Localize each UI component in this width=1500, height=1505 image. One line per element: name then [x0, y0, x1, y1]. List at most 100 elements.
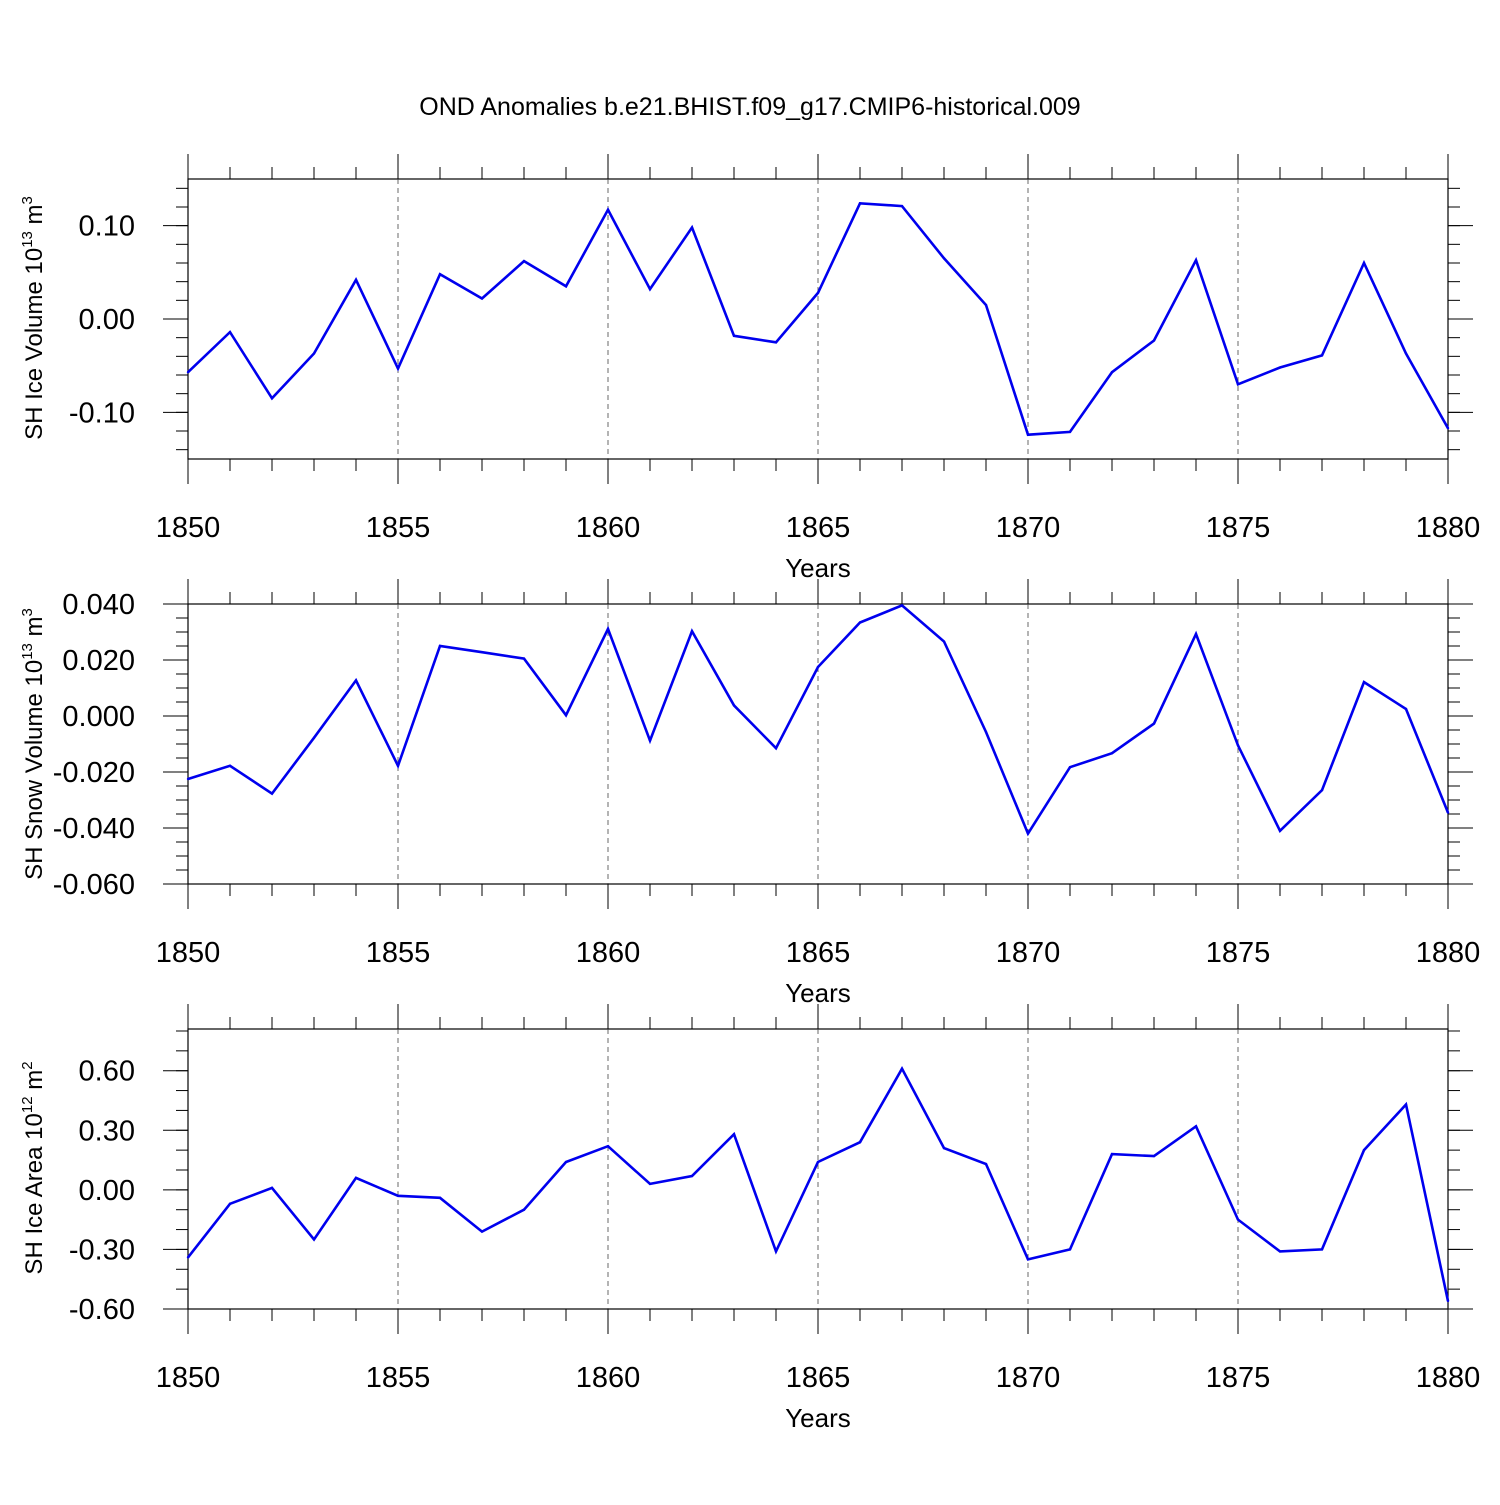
xlabel-ice-area: Years	[785, 1403, 851, 1433]
data-point	[606, 208, 610, 211]
data-point	[1404, 352, 1408, 355]
data-point	[1362, 1148, 1366, 1152]
data-point	[858, 1140, 862, 1144]
data-point	[522, 657, 526, 660]
ylabel-ice-area: SH Ice Area 1012 m2	[19, 1061, 48, 1274]
x-tick-label: 1880	[1416, 1362, 1481, 1394]
panel-snow-volume: SH Snow Volume 1013 m3 Years	[19, 608, 851, 1008]
data-point	[522, 1208, 526, 1211]
x-tick-label: 1860	[576, 512, 641, 544]
data-point	[1194, 632, 1198, 636]
y-tick-label: 0.040	[62, 589, 135, 621]
data-point	[270, 792, 274, 795]
y-tick-label: 0.00	[79, 1175, 135, 1207]
x-tick-label: 1865	[786, 1362, 851, 1394]
y-tick-label: 0.60	[79, 1056, 135, 1088]
y-tick-label: -0.30	[69, 1234, 135, 1266]
data-point	[942, 257, 946, 260]
data-point	[438, 273, 442, 276]
data-point	[984, 730, 988, 734]
data-point	[1320, 354, 1324, 357]
data-point	[1026, 1258, 1030, 1261]
data-point	[942, 640, 946, 643]
x-tick-label: 1850	[156, 1362, 221, 1394]
data-point	[354, 1176, 358, 1180]
x-tick-label: 1865	[786, 937, 851, 969]
data-point	[564, 1160, 568, 1164]
data-point	[354, 679, 358, 682]
series-line-snow-volume	[187, 603, 1450, 837]
data-point	[1236, 1218, 1240, 1221]
data-point	[774, 341, 778, 344]
data-point	[186, 777, 190, 781]
data-point	[270, 397, 274, 400]
data-point	[1278, 366, 1282, 369]
data-point	[942, 1146, 946, 1150]
data-point	[1110, 371, 1114, 374]
data-point	[186, 1256, 190, 1259]
x-tick-label: 1860	[576, 937, 641, 969]
data-point	[1278, 829, 1282, 832]
data-point	[1068, 766, 1072, 769]
x-tick-label: 1875	[1206, 937, 1271, 969]
data-point	[1152, 339, 1156, 342]
data-point	[1110, 752, 1114, 755]
data-point	[648, 287, 652, 291]
data-point	[228, 764, 232, 768]
data-point	[438, 1196, 442, 1199]
data-point	[690, 1174, 694, 1178]
data-point	[1110, 1152, 1114, 1156]
x-tick-label: 1880	[1416, 512, 1481, 544]
x-tick-label: 1875	[1206, 512, 1271, 544]
data-point	[690, 226, 694, 229]
data-point	[564, 713, 568, 717]
data-point	[354, 278, 358, 281]
data-point	[1236, 744, 1240, 747]
data-point	[312, 352, 316, 355]
data-point	[1446, 427, 1450, 430]
data-point	[1404, 707, 1408, 711]
data-point	[1446, 811, 1450, 814]
data-point	[312, 1238, 316, 1241]
xlabel-ice-volume: Years	[785, 553, 851, 583]
plot-snow-volume: -0.060 -0.040 -0.020 0.000 0.020 0.040 1850 185…	[53, 579, 1480, 969]
data-point	[396, 367, 400, 370]
data-point	[228, 330, 232, 334]
data-point	[648, 1182, 652, 1186]
y-tick-label: -0.020	[53, 757, 135, 789]
data-point	[438, 644, 442, 648]
data-point	[1320, 1248, 1324, 1251]
data-point	[816, 291, 820, 295]
x-tick-label: 1850	[156, 512, 221, 544]
data-point	[1152, 722, 1156, 725]
ylabel-snow-volume: SH Snow Volume 1013 m3	[19, 608, 48, 880]
data-point	[1068, 1248, 1072, 1251]
data-point	[606, 1144, 610, 1148]
y-tick-label: -0.10	[69, 397, 135, 429]
data-point	[1026, 433, 1030, 436]
y-tick-label: 0.30	[79, 1115, 135, 1147]
data-point	[1194, 1125, 1198, 1128]
x-tick-label: 1870	[996, 1362, 1061, 1394]
data-point	[270, 1186, 274, 1190]
y-tick-label: 0.000	[62, 701, 135, 733]
data-point	[1152, 1154, 1156, 1158]
data-point	[1278, 1250, 1282, 1253]
data-point	[1236, 383, 1240, 386]
y-tick-label: 0.10	[79, 211, 135, 243]
data-point	[816, 1160, 820, 1164]
chart-title: OND Anomalies b.e21.BHIST.f09_g17.CMIP6-…	[419, 93, 1080, 121]
data-point	[480, 297, 484, 300]
data-point	[1362, 680, 1366, 684]
data-point	[396, 1194, 400, 1198]
data-point	[1320, 789, 1324, 792]
x-tick-label: 1855	[366, 937, 431, 969]
y-tick-label: -0.60	[69, 1294, 135, 1326]
data-point	[1026, 832, 1030, 835]
x-tick-label: 1865	[786, 512, 851, 544]
data-point	[774, 1250, 778, 1253]
x-tick-label: 1870	[996, 937, 1061, 969]
x-tick-label: 1855	[366, 512, 431, 544]
y-tick-label: -0.060	[53, 869, 135, 901]
